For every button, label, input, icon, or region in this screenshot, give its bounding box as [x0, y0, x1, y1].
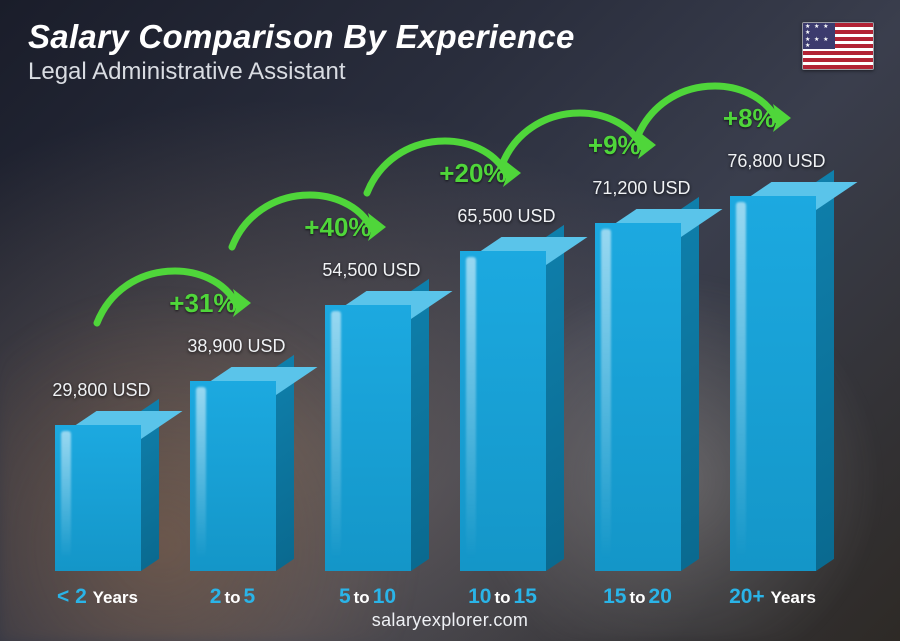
bar-category-label: < 2 Years [57, 585, 138, 609]
bar-value-label: 71,200 USD [592, 178, 690, 199]
bar-category-label: 2to5 [210, 585, 255, 609]
bar-group: 65,500 USD10to15+20% [435, 120, 570, 571]
bar [325, 305, 411, 571]
bar-group: 71,200 USD15to20+9% [570, 120, 705, 571]
bar-value-label: 38,900 USD [187, 336, 285, 357]
flag-canton: ★ ★ ★ ★★ ★ ★ ★★ ★ ★ ★★ ★ ★ ★ [803, 23, 835, 49]
bar [460, 251, 546, 571]
bar [595, 223, 681, 571]
growth-label: +40% [304, 212, 371, 243]
bar-chart: 29,800 USD< 2 Years38,900 USD2to5+31%54,… [30, 120, 840, 571]
bar-value-label: 29,800 USD [52, 380, 150, 401]
growth-label: +20% [439, 158, 506, 189]
infographic-canvas: Salary Comparison By Experience Legal Ad… [0, 0, 900, 641]
bar-category-label: 20+ Years [729, 585, 816, 609]
bar-group: 54,500 USD5to10+40% [300, 120, 435, 571]
bar-value-label: 76,800 USD [727, 151, 825, 172]
bar-group: 38,900 USD2to5+31% [165, 120, 300, 571]
bar-category-label: 5to10 [339, 585, 396, 609]
bar [55, 425, 141, 571]
bar-category-label: 10to15 [468, 585, 537, 609]
bar [730, 196, 816, 571]
bar [190, 381, 276, 571]
bar-group: 76,800 USD20+ Years+8% [705, 120, 840, 571]
bar-value-label: 65,500 USD [457, 206, 555, 227]
bar-group: 29,800 USD< 2 Years [30, 120, 165, 571]
growth-label: +31% [169, 288, 236, 319]
title-block: Salary Comparison By Experience Legal Ad… [28, 18, 575, 86]
bar-value-label: 54,500 USD [322, 260, 420, 281]
bar-category-label: 15to20 [603, 585, 672, 609]
chart-subtitle: Legal Administrative Assistant [28, 58, 575, 86]
country-flag-us: ★ ★ ★ ★★ ★ ★ ★★ ★ ★ ★★ ★ ★ ★ [802, 22, 874, 70]
chart-title: Salary Comparison By Experience [28, 18, 575, 56]
growth-label: +9% [588, 130, 641, 161]
growth-label: +8% [723, 103, 776, 134]
footer-attribution: salaryexplorer.com [0, 610, 900, 631]
